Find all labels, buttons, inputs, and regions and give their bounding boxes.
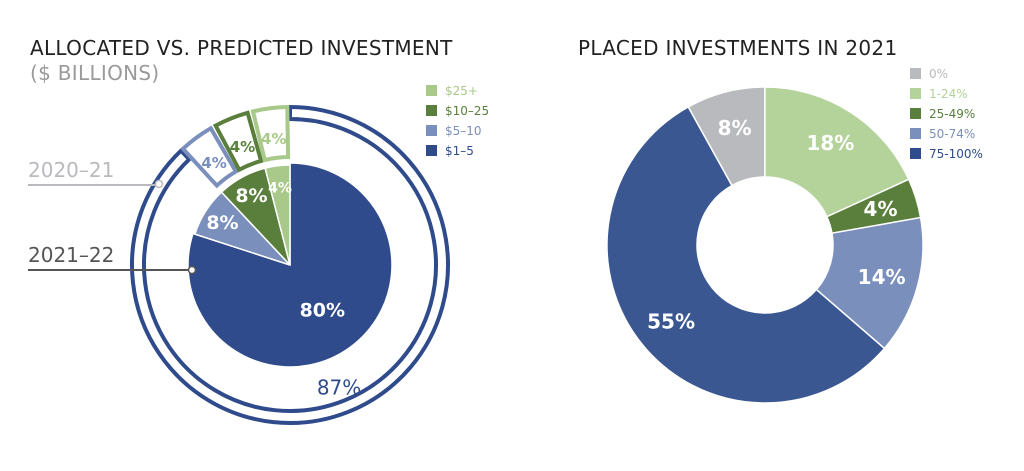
legend-swatch-1-5 <box>426 145 437 156</box>
placed-donut <box>606 86 924 404</box>
chart-subtitle-left: ($ BILLIONS) <box>30 61 160 85</box>
legend-swatch-10-25 <box>426 105 437 116</box>
inner-label-5-10: 8% <box>206 212 238 234</box>
outer-label-5-10: 4% <box>201 154 226 172</box>
placed-investments-chart: PLACED INVESTMENTS IN 2021 8% 18% 4% 14% 55%… <box>578 36 983 404</box>
right-slice-labels: 8% 18% 4% 14% 55% <box>647 116 905 333</box>
legend-swatch-25-49 <box>910 108 921 119</box>
outer-label-1-5: 87% <box>317 376 361 400</box>
legend-label-10-25: $10–25 <box>445 104 489 118</box>
legend-label-25: $25+ <box>445 84 478 98</box>
inner-label-1-5: 80% <box>300 299 345 321</box>
donut-slice-1-24 <box>764 86 910 218</box>
outer-ring-2020-21 <box>130 104 450 425</box>
legend-swatch-1-24 <box>910 88 921 99</box>
legend-swatch-25 <box>426 85 437 96</box>
series-marker-2020-21 <box>154 179 164 189</box>
series-marker-2021-22 <box>187 265 197 275</box>
legend-left: $25+ $10–25 $5–10 $1–5 <box>426 84 489 158</box>
donut-slice-75-100 <box>606 105 886 404</box>
donut-label-25-49: 4% <box>864 197 898 221</box>
legend-swatch-5-10 <box>426 125 437 136</box>
outer-slice-25 <box>250 104 291 163</box>
outer-slice-5-10 <box>180 125 239 189</box>
legend-right: 0% 1-24% 25-49% 50-74% 75-100% <box>910 67 983 161</box>
series-label-2021-22: 2021–22 <box>28 243 114 267</box>
chart-title-right: PLACED INVESTMENTS IN 2021 <box>578 36 897 60</box>
donut-label-75-100: 55% <box>647 309 695 333</box>
legend-label-25-49: 25-49% <box>929 107 975 121</box>
outer-label-10-25: 4% <box>230 138 255 156</box>
inner-label-10-25: 8% <box>235 185 267 207</box>
legend-swatch-75-100 <box>910 148 921 159</box>
inner-slice-25 <box>264 164 291 266</box>
legend-swatch-50-74 <box>910 128 921 139</box>
legend-label-75-100: 75-100% <box>929 147 983 161</box>
donut-label-50-74: 14% <box>858 265 906 289</box>
outer-slice-1-5 <box>130 104 450 425</box>
donut-label-0: 8% <box>718 116 752 140</box>
legend-label-1-5: $1–5 <box>445 144 474 158</box>
legend-label-0: 0% <box>929 67 948 81</box>
allocated-vs-predicted-chart: ALLOCATED VS. PREDICTED INVESTMENT ($ BI… <box>28 36 489 425</box>
series-label-2020-21: 2020–21 <box>28 158 114 182</box>
legend-label-50-74: 50-74% <box>929 127 975 141</box>
legend-swatch-0 <box>910 68 921 79</box>
outer-slice-10-25 <box>212 110 264 173</box>
legend-label-5-10: $5–10 <box>445 124 482 138</box>
legend-label-1-24: 1-24% <box>929 87 968 101</box>
donut-label-1-24: 18% <box>806 131 854 155</box>
outer-label-25: 4% <box>261 130 286 148</box>
inner-pie-2021-22 <box>187 162 393 368</box>
chart-title-left: ALLOCATED VS. PREDICTED INVESTMENT <box>30 36 453 60</box>
donut-slice-50-74 <box>815 216 924 350</box>
inner-label-25: 4% <box>268 181 292 197</box>
left-slice-labels: 4%4% 4%87%80%8%8% 4% <box>201 130 361 400</box>
